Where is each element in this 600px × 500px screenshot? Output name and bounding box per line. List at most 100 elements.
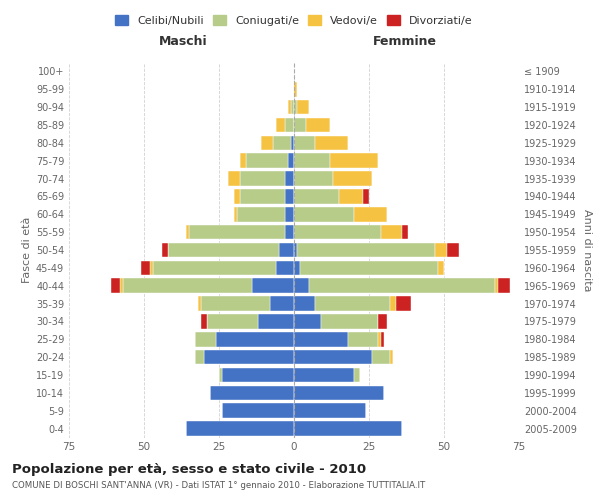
Bar: [390, 350, 393, 364]
Bar: [396, 296, 411, 311]
Bar: [291, 100, 294, 114]
Bar: [288, 100, 291, 114]
Bar: [294, 154, 330, 168]
Bar: [294, 332, 348, 346]
Bar: [210, 386, 294, 400]
Bar: [252, 278, 294, 293]
Bar: [294, 136, 315, 150]
Bar: [309, 278, 495, 293]
Bar: [363, 189, 369, 204]
Bar: [315, 296, 390, 311]
Bar: [333, 171, 372, 186]
Bar: [123, 278, 252, 293]
Bar: [294, 296, 315, 311]
Bar: [300, 260, 438, 275]
Bar: [234, 207, 237, 222]
Bar: [186, 421, 294, 436]
Bar: [381, 225, 402, 240]
Bar: [276, 118, 285, 132]
Bar: [348, 332, 378, 346]
Bar: [354, 368, 360, 382]
Bar: [195, 350, 204, 364]
Bar: [438, 260, 444, 275]
Bar: [189, 225, 285, 240]
Bar: [321, 314, 378, 329]
Bar: [222, 404, 294, 418]
Bar: [402, 225, 408, 240]
Y-axis label: Anni di nascita: Anni di nascita: [582, 209, 592, 291]
Bar: [315, 136, 348, 150]
Bar: [240, 189, 285, 204]
Bar: [201, 296, 270, 311]
Bar: [297, 242, 435, 258]
Bar: [150, 260, 153, 275]
Bar: [153, 260, 276, 275]
Bar: [390, 296, 396, 311]
Bar: [378, 314, 387, 329]
Bar: [372, 350, 390, 364]
Bar: [294, 260, 300, 275]
Bar: [258, 314, 294, 329]
Bar: [339, 189, 363, 204]
Bar: [294, 386, 384, 400]
Bar: [261, 136, 273, 150]
Bar: [291, 136, 294, 150]
Bar: [294, 314, 321, 329]
Bar: [141, 260, 150, 275]
Text: COMUNE DI BOSCHI SANT'ANNA (VR) - Dati ISTAT 1° gennaio 2010 - Elaborazione TUTT: COMUNE DI BOSCHI SANT'ANNA (VR) - Dati I…: [12, 481, 425, 490]
Bar: [120, 278, 123, 293]
Bar: [240, 154, 246, 168]
Bar: [294, 171, 333, 186]
Bar: [276, 260, 294, 275]
Bar: [294, 189, 339, 204]
Bar: [297, 100, 309, 114]
Bar: [294, 368, 354, 382]
Bar: [288, 154, 294, 168]
Bar: [201, 314, 207, 329]
Bar: [285, 189, 294, 204]
Bar: [294, 404, 366, 418]
Bar: [186, 225, 189, 240]
Bar: [330, 154, 378, 168]
Legend: Celibi/Nubili, Coniugati/e, Vedovi/e, Divorziati/e: Celibi/Nubili, Coniugati/e, Vedovi/e, Di…: [112, 12, 476, 29]
Bar: [219, 368, 222, 382]
Bar: [306, 118, 330, 132]
Bar: [435, 242, 447, 258]
Bar: [294, 207, 354, 222]
Bar: [294, 421, 402, 436]
Bar: [273, 136, 291, 150]
Bar: [270, 296, 294, 311]
Bar: [378, 332, 381, 346]
Bar: [285, 225, 294, 240]
Bar: [447, 242, 459, 258]
Text: Maschi: Maschi: [158, 35, 208, 48]
Bar: [294, 350, 372, 364]
Bar: [279, 242, 294, 258]
Text: Femmine: Femmine: [373, 35, 437, 48]
Y-axis label: Fasce di età: Fasce di età: [22, 217, 32, 283]
Bar: [285, 171, 294, 186]
Bar: [285, 118, 294, 132]
Bar: [498, 278, 510, 293]
Bar: [285, 207, 294, 222]
Bar: [240, 171, 285, 186]
Bar: [294, 100, 297, 114]
Bar: [234, 189, 240, 204]
Bar: [237, 207, 285, 222]
Bar: [294, 278, 309, 293]
Bar: [495, 278, 498, 293]
Bar: [162, 242, 168, 258]
Text: Popolazione per età, sesso e stato civile - 2010: Popolazione per età, sesso e stato civil…: [12, 462, 366, 475]
Bar: [195, 332, 216, 346]
Bar: [354, 207, 387, 222]
Bar: [207, 314, 258, 329]
Bar: [198, 296, 201, 311]
Bar: [168, 242, 279, 258]
Bar: [222, 368, 294, 382]
Bar: [294, 225, 381, 240]
Bar: [216, 332, 294, 346]
Bar: [246, 154, 288, 168]
Bar: [228, 171, 240, 186]
Bar: [294, 242, 297, 258]
Bar: [294, 118, 306, 132]
